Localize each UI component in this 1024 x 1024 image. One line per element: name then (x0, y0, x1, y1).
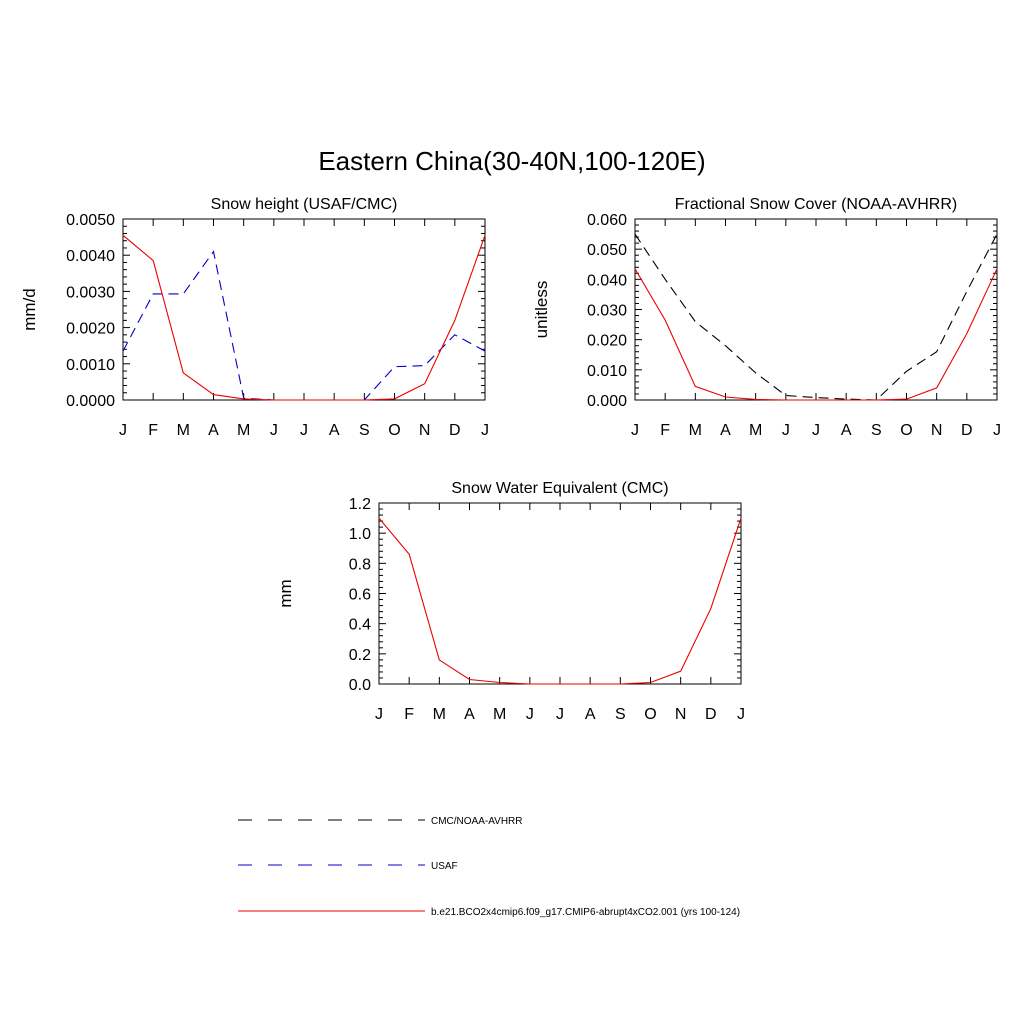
x-tick-label: J (993, 422, 1001, 439)
x-tick-label: J (782, 422, 790, 439)
x-tick-label: M (433, 706, 446, 723)
plot-frame (378, 502, 742, 685)
x-tick-label: O (388, 422, 400, 439)
plot-frame (122, 218, 486, 401)
series-line-3 (122, 234, 486, 401)
y-tick-label: 0.0050 (66, 212, 115, 229)
y-axis-label: mm/d (20, 288, 39, 331)
y-tick-label: 0.060 (587, 212, 627, 229)
series-line-2 (378, 517, 742, 685)
x-tick-label: J (812, 422, 820, 439)
y-tick-label: 0.0040 (66, 248, 115, 265)
y-tick-label: 0.0000 (66, 393, 115, 410)
y-tick-label: 1.0 (349, 526, 371, 543)
y-tick-label: 0.0020 (66, 321, 115, 338)
y-tick-label: 0.0 (349, 677, 371, 694)
x-tick-label: A (329, 422, 340, 439)
y-tick-label: 0.8 (349, 556, 371, 573)
chart-title: Snow Water Equivalent (CMC) (451, 480, 668, 497)
y-tick-label: 0.2 (349, 647, 371, 664)
x-tick-label: D (961, 422, 973, 439)
chart-panel-2: Fractional Snow Cover (NOAA-AVHRR) 0.000 0… (532, 196, 1001, 439)
legend-label-1: CMC/NOAA-AVHRR (431, 816, 522, 827)
series-line-2 (122, 250, 486, 401)
x-tick-label: F (660, 422, 670, 439)
y-axis-label: unitless (532, 281, 551, 339)
x-tick-label: O (644, 706, 656, 723)
chart-title: Fractional Snow Cover (NOAA-AVHRR) (675, 196, 957, 213)
x-tick-label: M (689, 422, 702, 439)
x-tick-label: S (359, 422, 370, 439)
legend: CMC/NOAA-AVHRR USAF b.e21.BCO2x4cmip6.f09_… (238, 816, 740, 918)
x-tick-label: J (631, 422, 639, 439)
y-tick-label: 0.6 (349, 587, 371, 604)
x-tick-label: J (270, 422, 278, 439)
x-tick-label: J (300, 422, 308, 439)
x-tick-label: N (675, 706, 687, 723)
legend-label-3: b.e21.BCO2x4cmip6.f09_g17.CMIP6-abrupt4x… (431, 907, 740, 918)
x-tick-label: A (585, 706, 596, 723)
x-tick-label: J (737, 706, 745, 723)
x-tick-label: M (493, 706, 506, 723)
y-tick-label: 0.050 (587, 242, 627, 259)
x-tick-label: D (449, 422, 461, 439)
y-tick-label: 1.2 (349, 496, 371, 513)
x-tick-label: J (556, 706, 564, 723)
x-tick-label: J (481, 422, 489, 439)
x-tick-label: J (526, 706, 534, 723)
y-tick-label: 0.000 (587, 393, 627, 410)
y-tick-label: 0.030 (587, 303, 627, 320)
x-tick-label: O (900, 422, 912, 439)
y-tick-label: 0.0010 (66, 357, 115, 374)
x-tick-label: M (749, 422, 762, 439)
figure-title: Eastern China(30-40N,100-120E) (318, 146, 705, 176)
y-tick-label: 0.020 (587, 333, 627, 350)
x-tick-label: M (237, 422, 250, 439)
x-tick-label: A (841, 422, 852, 439)
chart-title: Snow height (USAF/CMC) (211, 196, 398, 213)
chart-panel-1: Snow height (USAF/CMC) 0.0000 0.0010 0.0020… (20, 196, 489, 439)
y-tick-label: 0.4 (349, 617, 371, 634)
x-tick-label: N (419, 422, 431, 439)
x-tick-label: J (375, 706, 383, 723)
legend-label-2: USAF (431, 861, 458, 872)
x-tick-label: D (705, 706, 717, 723)
y-axis-label: mm (276, 579, 295, 607)
series-line-2 (634, 268, 998, 401)
x-tick-label: S (615, 706, 626, 723)
x-tick-label: S (871, 422, 882, 439)
x-tick-label: N (931, 422, 943, 439)
series-line-1 (634, 233, 998, 401)
x-tick-label: A (464, 706, 475, 723)
x-tick-label: F (148, 422, 158, 439)
x-tick-label: A (720, 422, 731, 439)
y-tick-label: 0.0030 (66, 284, 115, 301)
x-tick-label: M (177, 422, 190, 439)
chart-panel-3: Snow Water Equivalent (CMC) 0.0 0.2 0.4 0.6 0… (276, 480, 745, 723)
x-tick-label: F (404, 706, 414, 723)
y-tick-label: 0.040 (587, 272, 627, 289)
x-tick-label: J (119, 422, 127, 439)
y-tick-label: 0.010 (587, 363, 627, 380)
x-tick-label: A (208, 422, 219, 439)
